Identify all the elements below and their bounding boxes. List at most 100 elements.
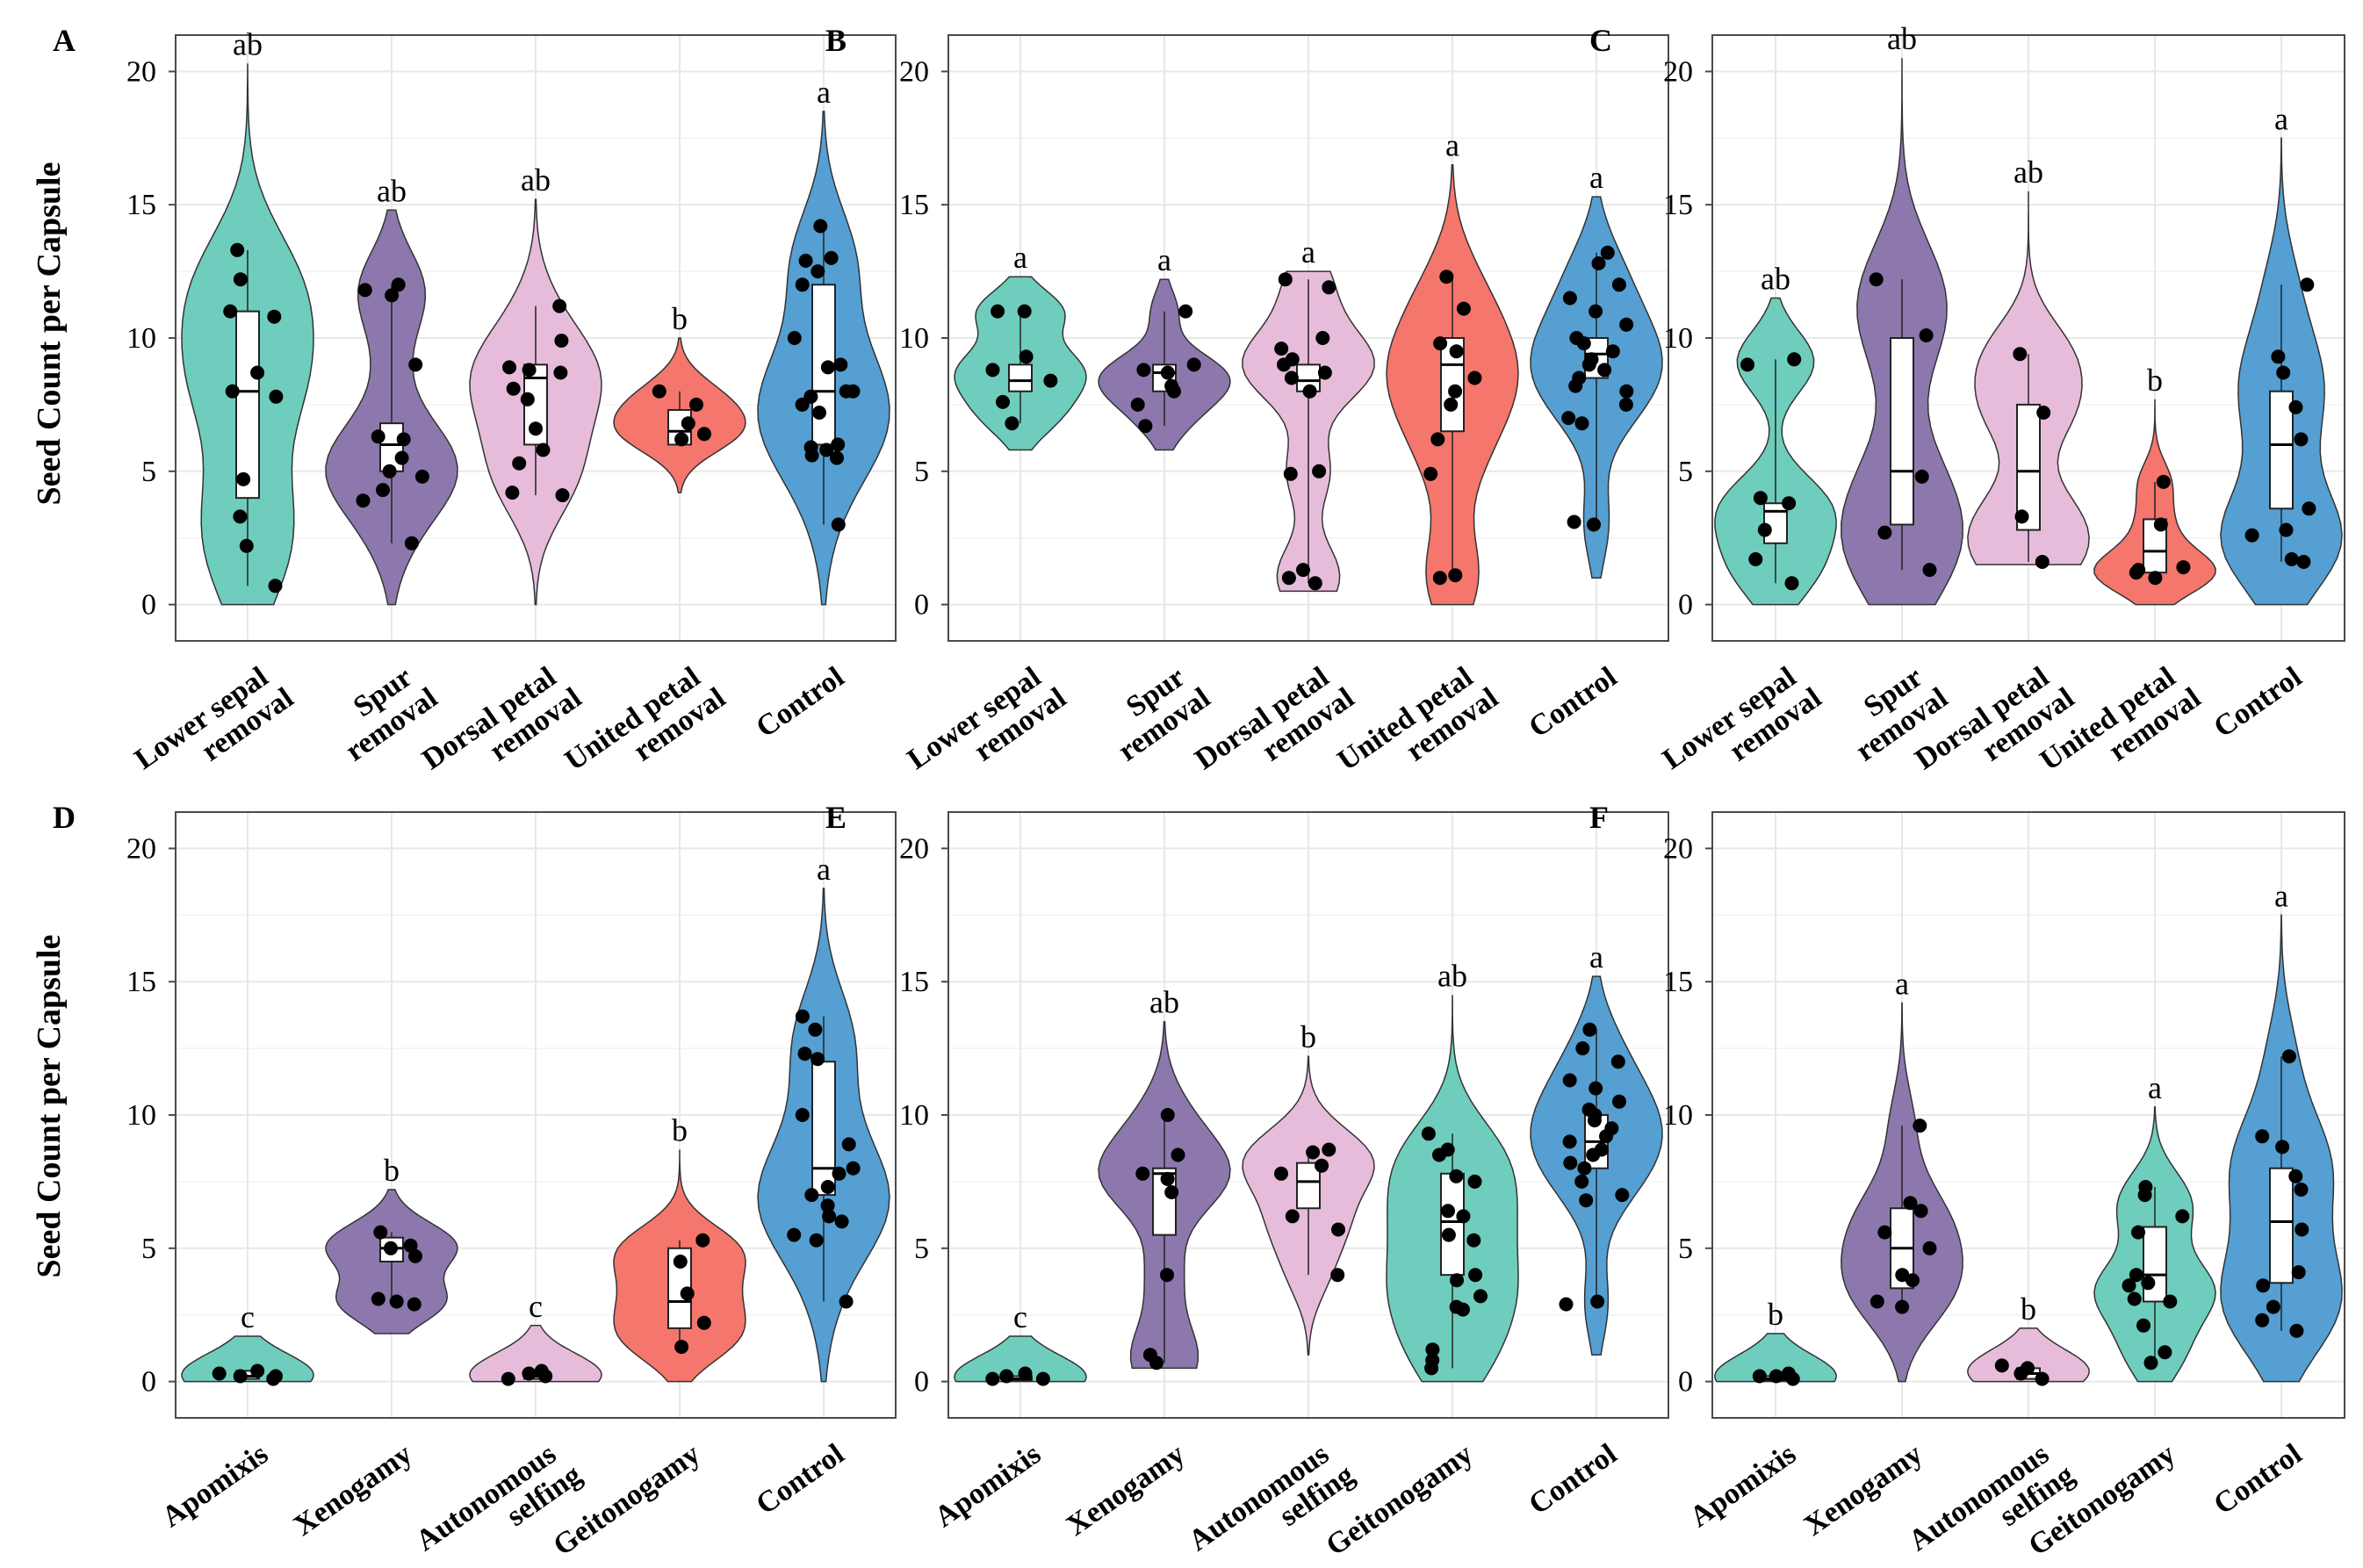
data-point	[403, 1238, 418, 1253]
data-point	[1423, 466, 1438, 481]
y-tick-label: 10	[126, 322, 156, 355]
y-tick-label: 20	[899, 55, 929, 88]
data-point	[813, 219, 828, 234]
data-point	[1315, 331, 1330, 345]
data-point	[233, 272, 248, 287]
x-category-label-line: Control	[2208, 1438, 2309, 1521]
x-category-label: Control	[1524, 1438, 1624, 1521]
data-point	[1456, 301, 1471, 316]
data-point	[1563, 1155, 1578, 1170]
significance-letter: b	[384, 1153, 400, 1188]
data-point	[1903, 1196, 1918, 1211]
data-point	[1753, 491, 1768, 506]
data-point	[797, 1047, 812, 1061]
data-point	[520, 392, 535, 406]
data-point	[1330, 1268, 1345, 1283]
data-point	[1740, 357, 1754, 372]
data-point	[2256, 1278, 2271, 1293]
significance-letter: a	[817, 75, 831, 110]
data-point	[1466, 1233, 1481, 1248]
data-point	[1160, 365, 1175, 380]
data-point	[1587, 1113, 1602, 1128]
data-point	[1869, 272, 1884, 287]
x-category-label-line: Control	[1524, 661, 1624, 744]
significance-letter: ab	[1149, 985, 1179, 1020]
data-point	[2153, 517, 2168, 532]
data-point	[833, 357, 848, 372]
data-point	[809, 1233, 824, 1248]
data-point	[1895, 1299, 1910, 1314]
y-tick-label: 0	[1678, 589, 1693, 622]
data-point	[2014, 509, 2029, 524]
data-point	[1018, 1366, 1033, 1381]
data-point	[1579, 1193, 1594, 1208]
data-point	[2035, 1371, 2050, 1386]
x-category-label: Control	[2208, 661, 2309, 744]
data-point	[1599, 1129, 1613, 1144]
data-point	[2276, 365, 2291, 380]
data-point	[506, 381, 521, 396]
data-point	[1138, 419, 1153, 434]
data-point	[1433, 336, 1448, 351]
data-point	[1587, 517, 1601, 532]
data-point	[831, 517, 846, 532]
data-point	[820, 1180, 835, 1194]
box-B-1	[1008, 363, 1033, 392]
data-point	[396, 432, 411, 447]
data-point	[1178, 304, 1193, 319]
data-point	[812, 406, 826, 420]
data-point	[225, 384, 240, 399]
box-C-3	[2016, 403, 2041, 531]
x-category-label-line: Geitonogamy	[1320, 1438, 1479, 1563]
data-point	[2163, 1294, 2178, 1309]
data-point	[1425, 1342, 1440, 1357]
data-point	[1322, 1142, 1336, 1157]
data-point	[1582, 1022, 1597, 1037]
data-point	[1781, 1366, 1796, 1381]
data-point	[2014, 1366, 2028, 1381]
data-point	[2281, 1049, 2296, 1064]
significance-letter: ab	[377, 173, 407, 208]
significance-letter: b	[1300, 1019, 1316, 1054]
data-point	[1278, 272, 1293, 287]
data-point	[804, 448, 819, 463]
data-point	[2295, 1222, 2309, 1237]
panel-E: E05101520cApomixisabXenogamybAutonomouss…	[825, 800, 1669, 1563]
data-point	[1575, 1041, 1590, 1056]
y-tick-label: 15	[126, 966, 156, 998]
y-tick-label: 15	[1663, 189, 1693, 221]
data-point	[831, 437, 846, 452]
data-point	[1274, 342, 1289, 356]
x-category-label: United petalremoval	[1332, 656, 1504, 803]
data-point	[2141, 1276, 2156, 1291]
data-point	[1167, 384, 1181, 399]
data-point	[357, 283, 372, 298]
significance-letter: a	[1445, 128, 1459, 163]
data-point	[394, 450, 409, 465]
data-point	[2291, 1265, 2306, 1280]
x-category-label-line: Apomixis	[156, 1438, 274, 1534]
x-category-label: Apomixis	[929, 1438, 1047, 1534]
data-point	[2122, 1278, 2136, 1293]
data-point	[1164, 1185, 1179, 1199]
x-category-label-line: Xenogamy	[1061, 1438, 1191, 1543]
x-category-label-line: Control	[1524, 1438, 1624, 1521]
data-point	[1562, 1073, 1577, 1088]
significance-letter: ab	[2014, 155, 2043, 190]
data-point	[1994, 1358, 2009, 1373]
data-point	[1441, 1204, 1455, 1219]
data-point	[2244, 528, 2259, 543]
x-category-label-line: Control	[751, 1438, 851, 1521]
data-point	[1922, 563, 1937, 578]
significance-letter: ab	[521, 162, 551, 198]
data-point	[1577, 1161, 1592, 1176]
data-point	[832, 1166, 847, 1181]
data-point	[824, 250, 839, 265]
data-point	[2129, 565, 2143, 580]
y-tick-label: 5	[1678, 1233, 1693, 1265]
y-tick-label: 15	[899, 189, 929, 221]
y-tick-label: 15	[899, 966, 929, 998]
y-tick-label: 15	[126, 189, 156, 221]
significance-letter: c	[241, 1299, 255, 1334]
